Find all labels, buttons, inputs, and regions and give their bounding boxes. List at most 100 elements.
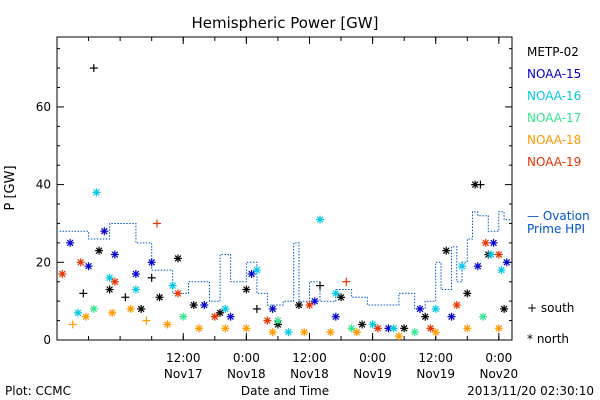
marker-stroke xyxy=(432,328,440,336)
data-point-north xyxy=(394,332,403,341)
data-point-north xyxy=(273,316,282,325)
marker-stroke xyxy=(174,255,182,262)
data-point-north xyxy=(294,301,303,310)
data-point-north xyxy=(479,312,488,321)
marker-stroke xyxy=(101,227,108,235)
marker-stroke xyxy=(348,325,355,332)
legend-south-marker: + south xyxy=(527,301,574,315)
data-point-north xyxy=(463,289,472,298)
marker-stroke xyxy=(243,325,250,332)
marker-stroke xyxy=(243,286,250,293)
marker-stroke xyxy=(195,325,203,332)
data-point-north xyxy=(242,324,251,333)
data-point-north xyxy=(189,301,198,310)
marker-stroke xyxy=(495,325,503,332)
data-point-north xyxy=(76,258,85,267)
marker-stroke xyxy=(222,325,229,332)
marker-stroke xyxy=(85,262,92,270)
marker-stroke xyxy=(442,247,450,254)
data-point-north xyxy=(126,304,135,313)
y-tick-label: 40 xyxy=(36,178,51,192)
marker-stroke xyxy=(264,317,271,324)
data-point-north xyxy=(268,304,277,313)
data-point-north xyxy=(458,262,467,271)
marker-stroke xyxy=(500,305,508,313)
marker-stroke xyxy=(332,290,340,297)
marker-stroke xyxy=(498,266,505,274)
data-point-north xyxy=(95,246,104,255)
x-tick-date-label: Nov18 xyxy=(227,367,266,381)
marker-stroke xyxy=(132,270,140,278)
data-point-north xyxy=(463,324,472,333)
data-point-north xyxy=(268,328,277,337)
marker-stroke xyxy=(400,325,408,332)
marker-stroke xyxy=(269,328,276,336)
data-point-north xyxy=(155,293,164,302)
data-point-north xyxy=(200,301,209,310)
marker-stroke xyxy=(156,293,163,301)
data-point-north xyxy=(66,238,75,247)
marker-stroke xyxy=(74,309,82,317)
data-point-north xyxy=(389,324,398,333)
marker-stroke xyxy=(200,301,208,309)
data-point-north xyxy=(452,301,461,310)
x-tick-date-label: Nov20 xyxy=(479,367,518,381)
data-point-north xyxy=(247,269,256,278)
marker-stroke xyxy=(211,313,219,320)
data-point-south xyxy=(342,277,351,286)
marker-stroke xyxy=(353,328,361,336)
y-tick-label: 60 xyxy=(36,100,51,114)
data-point-north xyxy=(179,312,188,321)
marker-stroke xyxy=(248,270,255,278)
data-point-north xyxy=(426,324,435,333)
marker-stroke xyxy=(479,313,487,320)
x-tick-date-label: Nov17 xyxy=(164,367,203,381)
legend-entry: NOAA-18 xyxy=(527,133,581,147)
legend-entry: NOAA-19 xyxy=(527,155,581,169)
data-point-north xyxy=(368,320,377,329)
marker-stroke xyxy=(495,251,503,258)
plot-timestamp: 2013/11/20 02:30:10 xyxy=(467,384,594,398)
data-point-north xyxy=(316,215,325,224)
marker-stroke xyxy=(179,313,187,320)
marker-stroke xyxy=(148,259,155,266)
data-point-north xyxy=(473,262,482,271)
x-tick-date-label: Nov19 xyxy=(353,367,392,381)
data-point-south xyxy=(79,289,88,298)
marker-stroke xyxy=(95,247,103,254)
plot-frame xyxy=(56,36,513,341)
data-point-north xyxy=(210,312,219,321)
data-point-north xyxy=(105,285,114,294)
marker-stroke xyxy=(487,251,495,258)
marker-stroke xyxy=(395,332,403,340)
data-point-south xyxy=(68,320,77,329)
marker-stroke xyxy=(274,317,282,324)
data-point-south xyxy=(89,64,98,73)
marker-stroke xyxy=(90,305,98,313)
data-point-north xyxy=(331,289,340,298)
data-point-north xyxy=(74,308,83,317)
marker-stroke xyxy=(66,239,74,247)
x-tick-time-label: 12:00 xyxy=(292,351,327,365)
marker-stroke xyxy=(222,305,229,313)
x-tick-date-label: Nov18 xyxy=(290,367,329,381)
marker-stroke xyxy=(474,262,482,270)
marker-stroke xyxy=(416,305,424,313)
data-point-north xyxy=(84,262,93,271)
marker-stroke xyxy=(482,239,490,247)
marker-stroke xyxy=(358,321,366,328)
data-point-north xyxy=(410,328,419,337)
data-point-north xyxy=(358,320,367,329)
data-point-south xyxy=(252,304,261,313)
data-point-north xyxy=(105,273,114,282)
data-point-north xyxy=(252,266,261,275)
data-point-north xyxy=(263,316,272,325)
marker-stroke xyxy=(111,251,119,258)
marker-stroke xyxy=(132,286,140,293)
data-point-north xyxy=(137,304,146,313)
marker-stroke xyxy=(337,293,345,301)
marker-stroke xyxy=(106,274,113,282)
data-point-north xyxy=(300,328,309,337)
marker-stroke xyxy=(421,313,429,320)
